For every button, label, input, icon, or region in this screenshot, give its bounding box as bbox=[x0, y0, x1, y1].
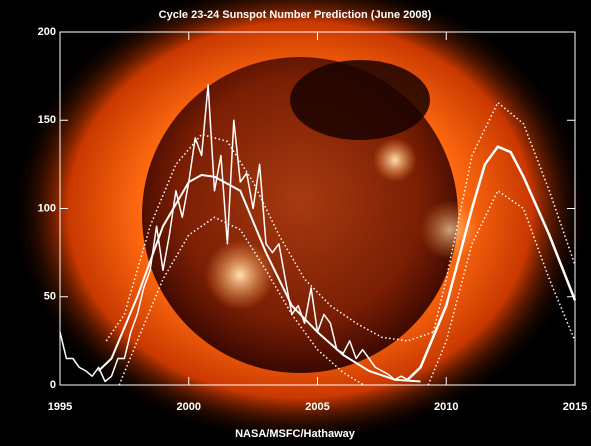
y-tick-label: 50 bbox=[44, 291, 56, 303]
active-region bbox=[373, 138, 417, 182]
series-line bbox=[118, 216, 365, 386]
x-tick-label: 2015 bbox=[563, 401, 587, 413]
x-tick-label: 2000 bbox=[177, 401, 201, 413]
y-tick-label: 0 bbox=[50, 379, 56, 391]
coronal-hole bbox=[290, 60, 430, 140]
y-tick-label: 150 bbox=[38, 114, 56, 126]
series-line bbox=[406, 145, 577, 381]
x-tick-label: 2010 bbox=[434, 401, 458, 413]
x-tick-label: 2005 bbox=[305, 401, 329, 413]
series-line bbox=[97, 174, 421, 383]
chart-title: Cycle 23-24 Sunspot Number Prediction (J… bbox=[159, 9, 432, 21]
active-region bbox=[420, 200, 480, 260]
series-line bbox=[59, 84, 408, 383]
series-line bbox=[427, 190, 576, 386]
active-region bbox=[205, 240, 275, 310]
y-tick-label: 200 bbox=[38, 26, 56, 38]
credit: NASA/MSFC/Hathaway bbox=[235, 428, 356, 440]
x-tick-label: 1995 bbox=[48, 401, 72, 413]
series-line bbox=[432, 101, 576, 333]
y-tick-label: 100 bbox=[38, 202, 56, 214]
